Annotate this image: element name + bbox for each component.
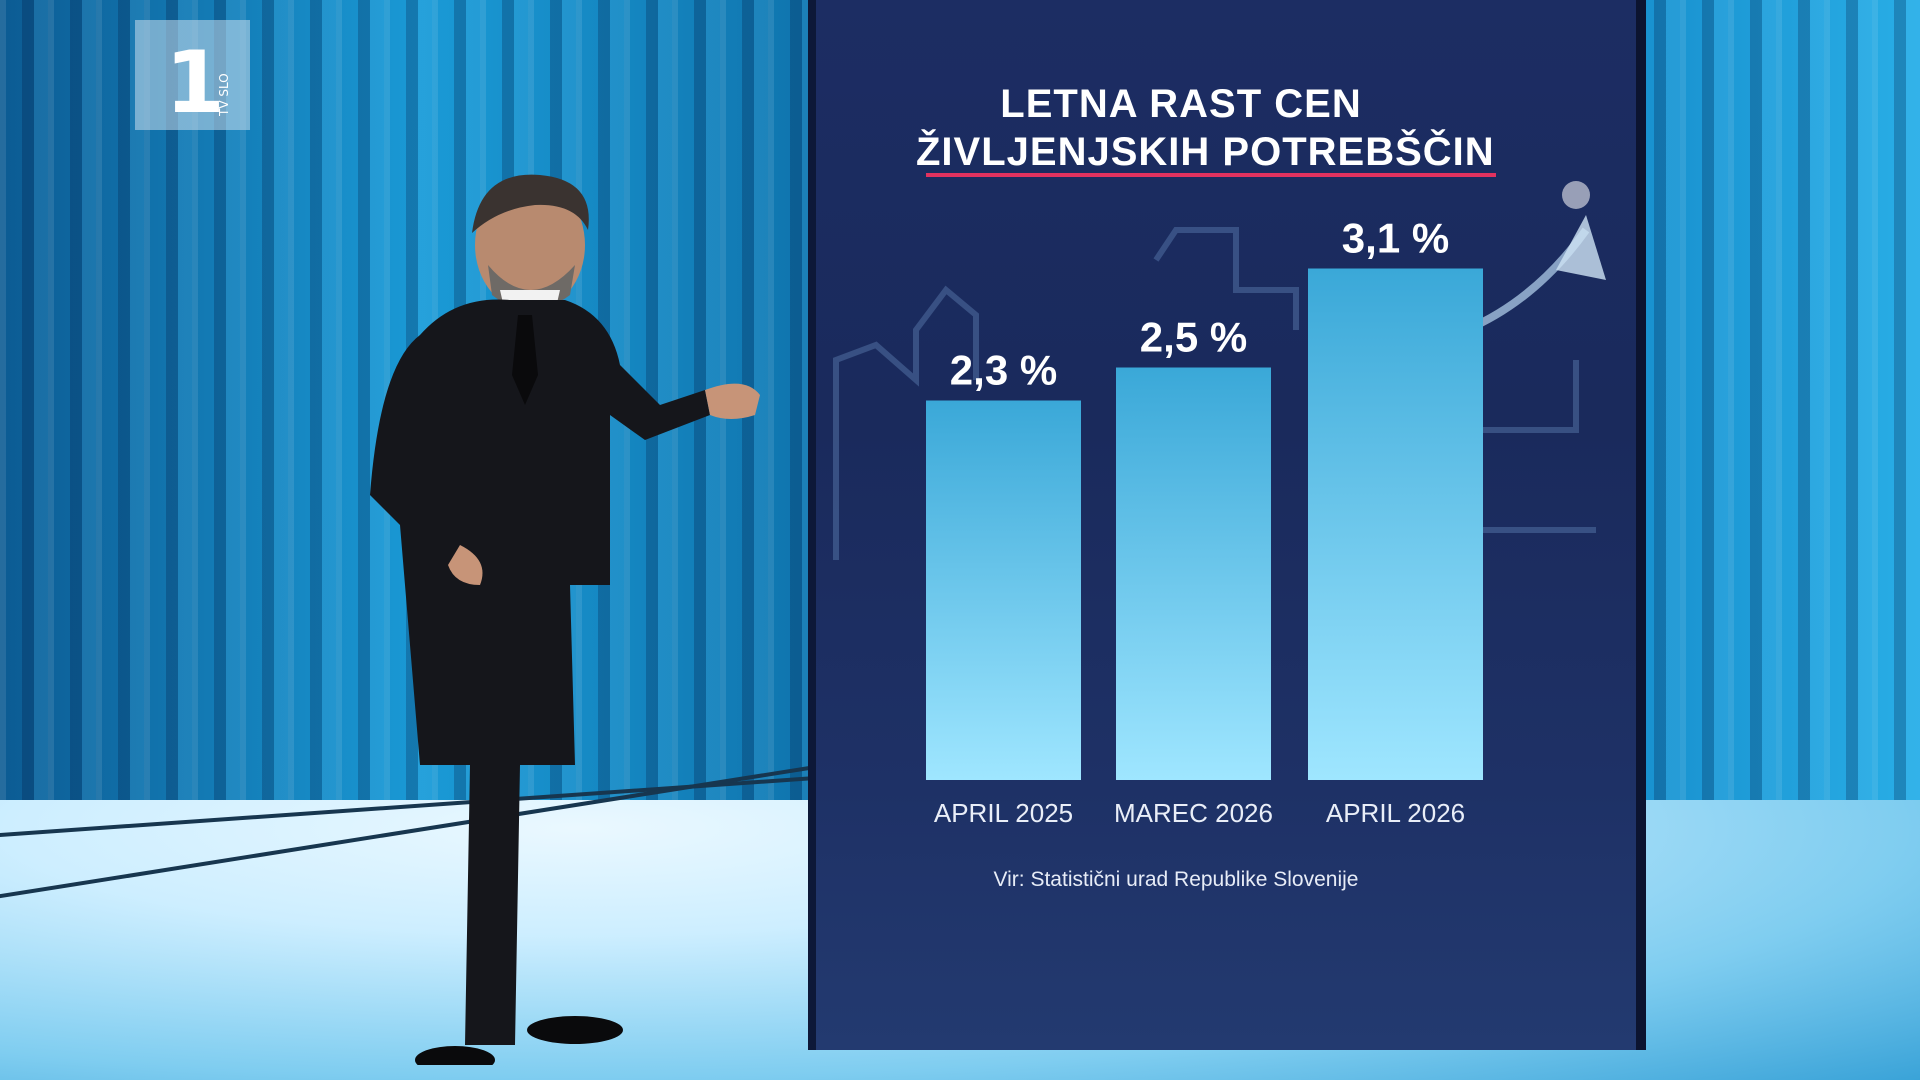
chart-screen: LETNA RAST CEN ŽIVLJENJSKIH POTREBŠČIN 2… xyxy=(808,0,1646,1050)
channel-number: 1 xyxy=(165,33,225,133)
chart-title: LETNA RAST CEN ŽIVLJENJSKIH POTREBŠČIN xyxy=(916,80,1495,176)
bar-0 xyxy=(926,400,1081,780)
chart-title-line-1: LETNA RAST CEN xyxy=(1000,82,1362,126)
channel-logo: 1 TV SLO xyxy=(135,20,250,130)
chart-title-line-2: ŽIVLJENJSKIH POTREBŠČIN xyxy=(916,130,1495,174)
bar-category-label: APRIL 2026 xyxy=(1326,798,1465,828)
bar-value-label: 2,3 % xyxy=(950,347,1057,394)
chart-source: Vir: Statistični urad Republike Slovenij… xyxy=(993,868,1359,891)
bar-category-label: MAREC 2026 xyxy=(1114,798,1273,828)
presenter-figure xyxy=(370,174,760,1065)
channel-name: TV SLO xyxy=(217,73,231,116)
title-underline xyxy=(926,173,1496,177)
bar-chart: 2,3 % APRIL 2025 2,5 % MAREC 2026 3,1 % APRIL… xyxy=(926,215,1483,828)
bar-value-label: 3,1 % xyxy=(1342,215,1449,262)
bar-value-label: 2,5 % xyxy=(1140,314,1247,361)
bar-1 xyxy=(1116,367,1271,780)
bar-2 xyxy=(1308,268,1483,780)
bar-category-label: APRIL 2025 xyxy=(934,798,1073,828)
